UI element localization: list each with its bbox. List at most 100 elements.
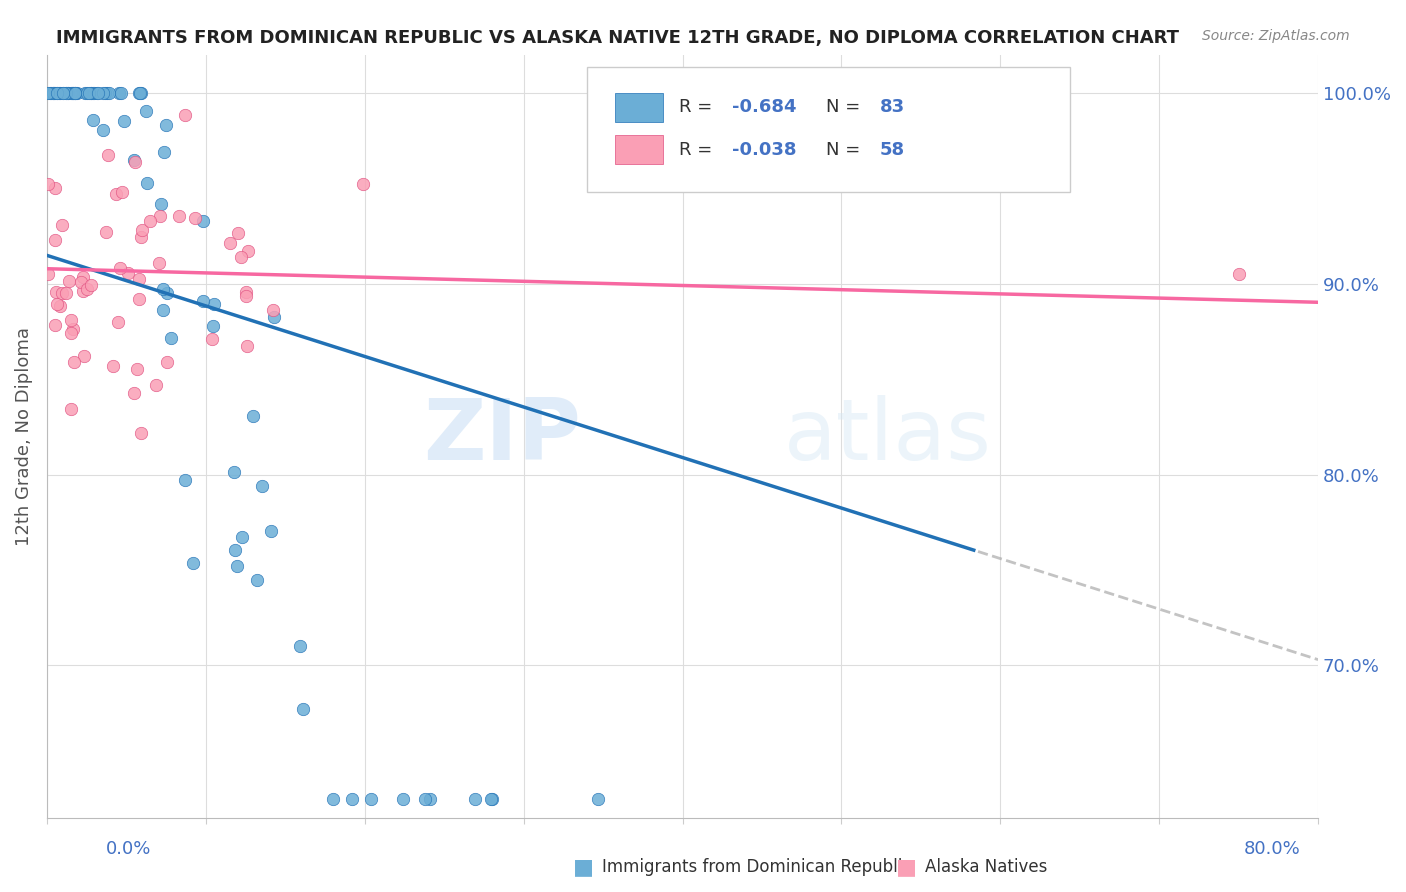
Point	[66, 87, 89, 101]
Text: atlas: atlas	[785, 395, 993, 478]
Point	[201, 318, 224, 333]
Point	[135, 103, 157, 118]
Point	[91, 123, 114, 137]
Point	[125, 362, 148, 376]
Point	[152, 145, 174, 159]
Point	[184, 211, 207, 226]
Point	[231, 251, 253, 265]
Point	[96, 225, 118, 239]
Point	[128, 293, 150, 307]
Point	[55, 87, 77, 101]
Point	[58, 87, 80, 101]
Text: N =: N =	[827, 141, 866, 159]
Point	[63, 87, 86, 101]
Point	[202, 297, 225, 311]
Point	[110, 87, 132, 101]
Point	[83, 87, 105, 101]
Point	[77, 87, 100, 101]
Text: N =: N =	[827, 98, 866, 116]
Point	[70, 275, 93, 289]
Point	[80, 87, 103, 101]
Point	[191, 213, 214, 227]
Point	[219, 235, 242, 250]
Point	[262, 302, 284, 317]
Point	[96, 87, 118, 101]
Point	[79, 87, 101, 101]
Point	[360, 792, 382, 806]
Point	[183, 556, 205, 570]
Text: -0.038: -0.038	[733, 141, 797, 159]
Point	[41, 87, 63, 101]
Text: R =: R =	[679, 98, 717, 116]
Point	[224, 466, 246, 480]
Point	[419, 792, 441, 806]
Text: Source: ZipAtlas.com: Source: ZipAtlas.com	[1202, 29, 1350, 43]
Point	[122, 153, 145, 167]
Point	[73, 87, 96, 101]
Point	[58, 274, 80, 288]
Point	[72, 285, 94, 299]
Point	[98, 87, 121, 101]
Point	[62, 87, 84, 101]
Text: 0.0%: 0.0%	[105, 840, 150, 858]
Point	[226, 226, 249, 240]
Point	[42, 87, 65, 101]
Point	[236, 338, 259, 352]
Point	[129, 230, 152, 244]
Point	[59, 401, 82, 416]
Point	[45, 285, 67, 299]
Point	[55, 285, 77, 300]
Point	[49, 299, 72, 313]
Point	[63, 87, 86, 101]
Point	[149, 209, 172, 223]
Text: Immigrants from Dominican Republic: Immigrants from Dominican Republic	[602, 858, 911, 876]
Point	[291, 701, 314, 715]
Point	[136, 176, 159, 190]
Point	[238, 244, 260, 259]
Point	[97, 147, 120, 161]
Point	[72, 270, 94, 285]
Point	[37, 177, 59, 191]
Point	[37, 87, 59, 101]
Text: R =: R =	[679, 141, 717, 159]
Point	[122, 386, 145, 401]
Point	[86, 87, 108, 101]
Point	[117, 266, 139, 280]
Point	[392, 792, 415, 806]
Point	[145, 377, 167, 392]
Point	[44, 87, 66, 101]
Point	[1227, 268, 1250, 282]
Text: 83: 83	[880, 98, 904, 116]
Point	[260, 524, 283, 538]
Point	[37, 267, 59, 281]
Point	[246, 574, 269, 588]
Point	[59, 87, 82, 101]
Point	[160, 331, 183, 345]
Point	[242, 409, 264, 424]
Point	[481, 792, 503, 806]
Point	[139, 214, 162, 228]
Bar	[616, 136, 664, 164]
Point	[44, 181, 66, 195]
Point	[51, 218, 73, 232]
Point	[51, 87, 73, 101]
Point	[201, 332, 224, 346]
Point	[45, 87, 67, 101]
Point	[51, 286, 73, 301]
Point	[63, 355, 86, 369]
Point	[129, 425, 152, 440]
Point	[107, 87, 129, 101]
Point	[76, 87, 98, 101]
Text: 80.0%: 80.0%	[1244, 840, 1301, 858]
Point	[322, 792, 344, 806]
Point	[63, 87, 86, 101]
Point	[156, 355, 179, 369]
Point	[193, 293, 215, 308]
Point	[174, 474, 197, 488]
Point	[231, 529, 253, 543]
Point	[128, 271, 150, 285]
Point	[155, 118, 177, 132]
Point	[45, 87, 67, 101]
Point	[105, 187, 128, 202]
Y-axis label: 12th Grade, No Diploma: 12th Grade, No Diploma	[15, 327, 32, 546]
